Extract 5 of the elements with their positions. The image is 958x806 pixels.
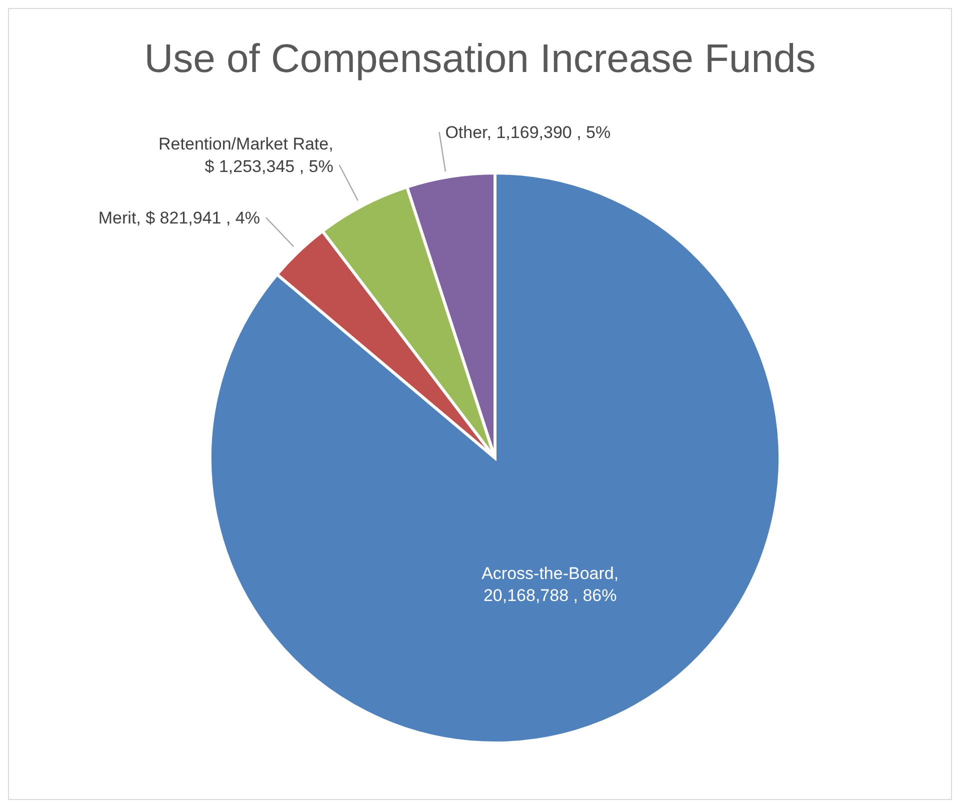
chart-title: Use of Compensation Increase Funds — [143, 37, 817, 82]
slice-label: Across-the-Board, 20,168,788 , 86% — [482, 564, 619, 605]
slice-label: Merit, $ 821,941 , 4% — [98, 208, 260, 228]
slice-label: Retention/Market Rate, $ 1,253,345 , 5% — [158, 134, 334, 176]
slice-label: Other, 1,169,390 , 5% — [445, 122, 611, 142]
